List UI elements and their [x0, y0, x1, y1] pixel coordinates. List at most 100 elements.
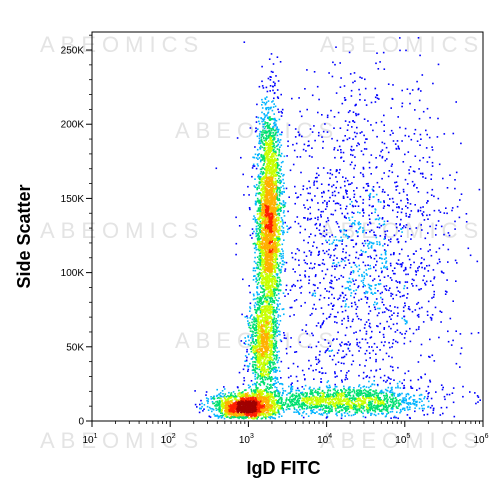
event-dot: [265, 288, 268, 291]
event-dot: [227, 398, 230, 401]
event-dot: [261, 180, 264, 183]
event-dot: [264, 262, 267, 265]
event-dot: [257, 321, 259, 323]
event-dot: [262, 217, 264, 220]
event-dot: [267, 213, 270, 216]
event-dot: [279, 229, 281, 232]
event-dot: [262, 172, 264, 175]
event-dot: [264, 201, 266, 204]
event-dot: [272, 277, 274, 279]
event-dot: [264, 283, 267, 286]
event-dot: [262, 343, 265, 346]
event-dot: [260, 156, 263, 158]
event-dot: [269, 183, 271, 186]
event-dot: [273, 268, 275, 270]
event-dot: [262, 216, 264, 218]
event-dot: [247, 370, 249, 372]
event-dot: [265, 183, 268, 185]
event-dot: [272, 242, 275, 244]
event-dot: [258, 345, 260, 348]
event-dot: [259, 296, 261, 298]
event-dot: [271, 160, 274, 163]
event-dot: [254, 245, 257, 247]
event-dot: [265, 134, 267, 137]
event-dot: [277, 216, 279, 219]
event-dot: [253, 321, 256, 323]
event-dot: [262, 275, 264, 278]
event-dot: [264, 326, 267, 328]
event-dot: [262, 192, 264, 195]
event-dot: [259, 353, 261, 356]
event-dot: [267, 155, 269, 157]
event-dot: [266, 301, 268, 303]
event-dot: [267, 241, 270, 243]
event-dot: [262, 314, 264, 316]
event-dot: [264, 354, 266, 356]
event-dot: [273, 113, 275, 115]
event-dot: [277, 171, 279, 174]
event-dot: [258, 307, 261, 310]
event-dot: [273, 92, 276, 94]
event-dot: [264, 227, 267, 230]
event-dot: [260, 183, 263, 186]
event-dot: [258, 322, 261, 325]
event-dot: [278, 276, 281, 279]
event-dot: [268, 388, 270, 391]
event-dot: [278, 265, 280, 267]
event-dot: [273, 310, 275, 312]
event-dot: [263, 223, 266, 226]
density-dots: [194, 37, 481, 420]
event-dot: [259, 300, 262, 302]
event-dot: [270, 184, 272, 186]
event-dot: [277, 199, 280, 201]
event-dot: [270, 263, 273, 265]
event-dot: [268, 145, 270, 148]
event-dot: [266, 225, 269, 227]
event-dot: [256, 234, 258, 237]
event-dot: [265, 342, 267, 344]
event-dot: [249, 344, 252, 347]
event-dot: [258, 297, 260, 300]
event-dot: [281, 112, 283, 114]
event-dot: [282, 223, 284, 225]
event-dot: [274, 376, 277, 378]
event-dot: [282, 211, 285, 214]
event-dot: [260, 336, 263, 338]
event-dot: [268, 259, 270, 261]
event-dot: [265, 296, 267, 298]
event-dot: [265, 102, 267, 105]
event-dot: [272, 256, 275, 259]
event-dot: [276, 335, 278, 337]
event-dot: [265, 318, 267, 320]
event-dot: [267, 319, 269, 321]
event-dot: [277, 222, 280, 224]
event-dot: [252, 338, 254, 341]
event-dot: [269, 246, 271, 248]
event-dot: [270, 128, 272, 130]
event-dot: [257, 318, 260, 321]
event-dot: [251, 321, 253, 324]
event-dot: [268, 262, 270, 264]
event-dot: [261, 120, 263, 123]
event-dot: [253, 327, 255, 329]
event-dot: [264, 265, 266, 268]
event-dot: [273, 175, 275, 178]
event-dot: [267, 166, 270, 169]
event-dot: [272, 236, 274, 238]
event-dot: [280, 271, 282, 273]
event-dot: [278, 193, 281, 196]
event-dot: [266, 264, 269, 267]
event-dot: [254, 186, 256, 188]
event-dot: [233, 397, 236, 399]
event-dot: [240, 340, 243, 342]
event-dot: [262, 171, 265, 173]
event-dot: [263, 309, 266, 311]
event-dot: [272, 369, 274, 371]
event-dot: [257, 261, 259, 264]
event-dot: [273, 97, 275, 100]
event-dot: [263, 404, 266, 406]
event-dot: [267, 262, 269, 264]
event-dot: [268, 286, 270, 288]
event-dot: [263, 242, 265, 245]
event-dot: [270, 353, 272, 355]
